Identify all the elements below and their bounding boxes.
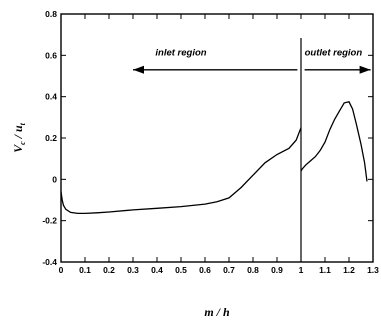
x-tick-label-9: 0.9: [271, 265, 283, 275]
x-tick-label-7: 0.7: [223, 265, 235, 275]
y-axis-title-main-sub: c: [18, 141, 27, 145]
y-axis-title-main: V: [11, 144, 25, 153]
series-line-0: [60, 127, 302, 215]
x-tick-label-6: 0.6: [199, 265, 211, 275]
series-layer: [60, 101, 368, 215]
outlet-region-arrow-head: [359, 65, 371, 74]
y-axis-title-denom-sub: t: [18, 122, 27, 125]
inlet-region-label: inlet region: [155, 47, 206, 58]
x-tick-label-2: 0.2: [103, 265, 115, 275]
y-tick-label-4: 0.4: [45, 92, 57, 102]
tick-labels: 0 0.1 0.2 0.3 0.4 0.5 0.6 0.7 0.8 0.9 1 1.1 1.2 1.3 -0…: [42, 9, 379, 275]
y-tick-label-1: -0.2: [42, 216, 57, 226]
y-tick-label-5: 0.6: [45, 50, 57, 60]
annotations: inlet region outlet region: [133, 38, 371, 262]
y-tick-label-6: 0.8: [45, 9, 57, 19]
x-tick-label-5: 0.5: [175, 265, 187, 275]
y-axis-title-sep: /: [11, 132, 25, 141]
y-axis-title-denom: u: [11, 125, 25, 132]
x-tick-label-8: 0.8: [247, 265, 259, 275]
x-tick-label-4: 0.4: [151, 265, 163, 275]
y-tick-label-2: 0: [52, 174, 57, 184]
y-axis-title: Vc / ut: [11, 122, 27, 153]
x-tick-label-0: 0: [59, 265, 64, 275]
x-tick-label-3: 0.3: [127, 265, 139, 275]
series-line-1: [300, 101, 368, 182]
x-tick-label-11: 1.1: [319, 265, 331, 275]
x-tick-label-13: 1.3: [367, 265, 379, 275]
tick-marks: [60, 13, 374, 263]
y-tick-label-3: 0.2: [45, 133, 57, 143]
x-axis-title: m / h: [204, 305, 230, 319]
y-tick-label-0: -0.4: [42, 257, 57, 267]
plot-frame: [60, 13, 374, 263]
x-tick-label-1: 0.1: [79, 265, 91, 275]
x-tick-label-12: 1.2: [343, 265, 355, 275]
outlet-region-label: outlet region: [305, 47, 363, 58]
x-tick-label-10: 1: [299, 265, 304, 275]
inlet-region-arrow-head: [133, 65, 144, 74]
